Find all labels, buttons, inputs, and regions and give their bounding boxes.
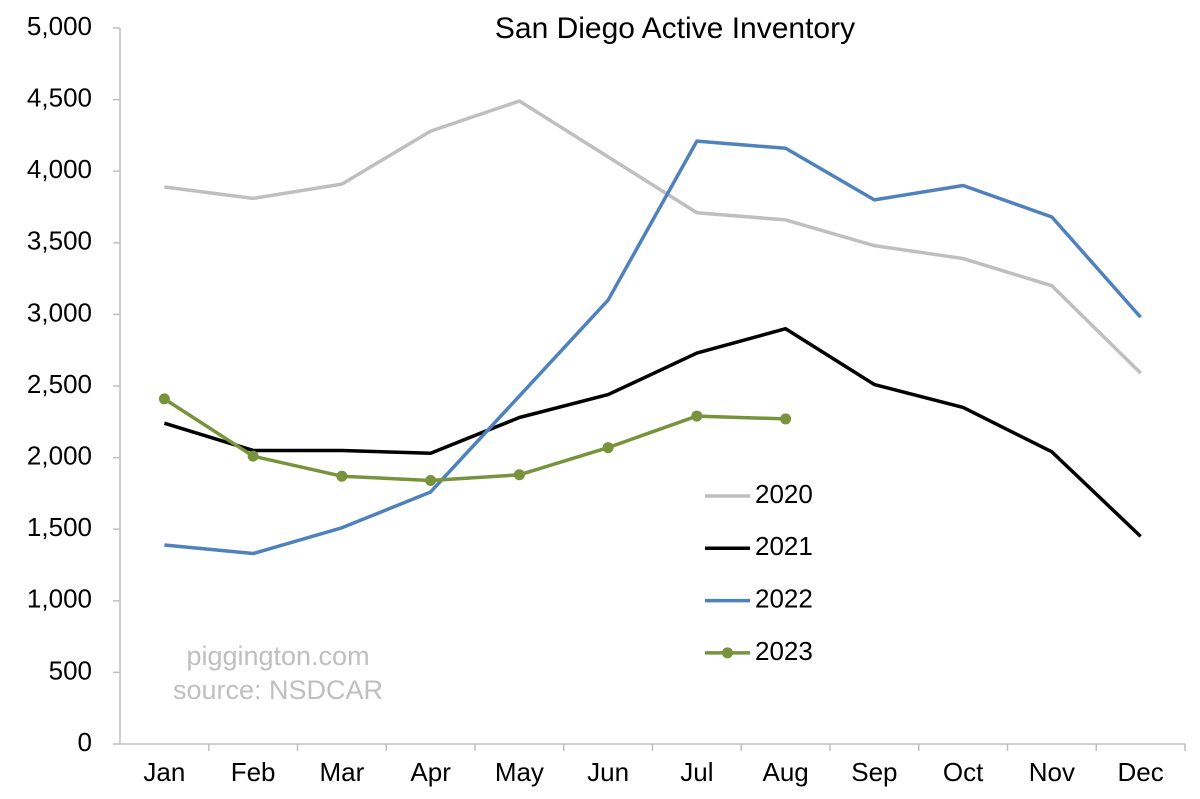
x-tick-label: Oct [943,757,984,787]
legend-label: 2022 [755,583,813,613]
point-marker [158,393,170,405]
source-note: source: NSDCAR [173,675,383,705]
series-line [163,397,786,483]
chart-title: San Diego Active Inventory [495,12,855,45]
point-marker [247,450,259,462]
y-tick-label: 5,000 [27,11,92,41]
y-tick-label: 4,500 [27,82,92,112]
watermark: piggington.com [186,641,369,671]
legend-marker [722,647,733,659]
y-tick-label: 1,500 [27,512,92,542]
y-tick-label: 2,000 [27,440,92,470]
y-tick-label: 500 [49,655,92,685]
x-tick-label: Jan [143,757,185,787]
x-tick-label: Feb [231,757,276,787]
point-marker [602,442,614,454]
x-tick-label: Jun [587,757,629,787]
x-tick-label: Jul [680,757,713,787]
y-tick-label: 0 [78,727,92,757]
point-marker [336,470,348,482]
point-marker [780,413,792,425]
legend-label: 2023 [755,636,813,666]
x-tick-label: Mar [319,757,364,787]
point-marker [513,469,525,481]
legend-label: 2021 [755,531,813,561]
series-line [164,99,1142,375]
y-tick-label: 4,000 [27,154,92,184]
y-tick-label: 3,500 [27,226,92,256]
series-line [164,139,1142,556]
point-marker [691,410,703,422]
x-tick-label: Apr [410,757,451,787]
x-tick-label: Nov [1029,757,1075,787]
x-tick-label: Aug [762,757,808,787]
x-tick-label: May [495,757,544,787]
y-tick-label: 1,000 [27,584,92,614]
y-tick-label: 2,500 [27,369,92,399]
series-line [163,326,1142,538]
y-tick-label: 3,000 [27,297,92,327]
point-marker [425,475,437,487]
x-tick-label: Dec [1118,757,1164,787]
legend-label: 2020 [755,479,813,509]
x-tick-label: Sep [851,757,897,787]
